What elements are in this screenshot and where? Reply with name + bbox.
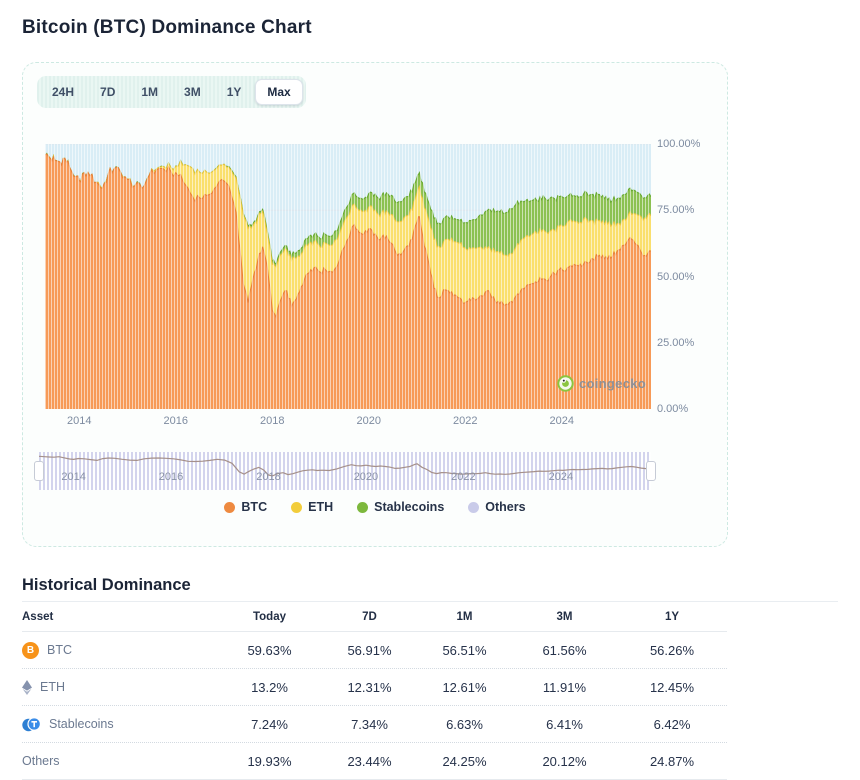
stacked-area-svg <box>45 144 651 409</box>
column-header-1m: 1M <box>456 611 473 623</box>
dominance-value: 24.87% <box>649 753 695 769</box>
dominance-value: 12.31% <box>347 679 392 695</box>
dominance-value: 11.91% <box>542 679 587 695</box>
dominance-value: 24.25% <box>442 753 487 769</box>
dominance-value: 61.56% <box>542 642 587 658</box>
dominance-value: 59.63% <box>247 642 292 658</box>
range-button-1m[interactable]: 1M <box>129 79 170 105</box>
y-tick-label: 25.00% <box>657 336 695 349</box>
column-header-asset: Asset <box>22 611 54 623</box>
dominance-value: 12.45% <box>649 679 695 695</box>
asset-cell: B BTC <box>22 641 217 659</box>
x-tick-label: 2014 <box>67 415 92 427</box>
table-row-stablecoins: Stablecoins 7.24% 7.34% 6.63% 6.41% 6.42% <box>22 706 727 743</box>
navigator-tick-label: 2022 <box>451 471 476 483</box>
dominance-value: 19.93% <box>247 753 292 769</box>
asset-name: BTC <box>47 643 72 657</box>
btc-icon: B <box>22 641 39 659</box>
asset-name: ETH <box>40 680 65 694</box>
legend-label: Stablecoins <box>374 500 445 514</box>
column-header-3m: 3M <box>556 611 573 623</box>
x-axis: 2014 2016 2018 2020 2022 2024 <box>45 415 651 429</box>
range-navigator[interactable]: 2014 2016 2018 2020 2022 2024 <box>34 452 656 490</box>
x-tick-label: 2018 <box>260 415 285 427</box>
legend-item-eth[interactable]: ETH <box>291 500 333 514</box>
range-button-3m[interactable]: 3M <box>172 79 213 105</box>
dominance-value: 13.2% <box>251 679 288 695</box>
stablecoins-icon <box>22 716 41 732</box>
dominance-chart-card: 24H 7D 1M 3M 1Y Max 100.00% 75.00% 50.00% 25.00%… <box>22 62 728 547</box>
eth-legend-dot-icon <box>291 501 303 513</box>
column-header-today: Today <box>252 611 286 623</box>
y-tick-label: 75.00% <box>657 204 695 217</box>
dominance-value: 6.42% <box>653 716 691 732</box>
x-tick-label: 2020 <box>356 415 381 427</box>
legend-item-btc[interactable]: BTC <box>224 500 267 514</box>
navigator-left-handle[interactable] <box>34 461 44 481</box>
table-header-row: Asset Today 7D 1M 3M 1Y <box>22 603 727 632</box>
dominance-value: 12.61% <box>442 679 487 695</box>
table-row-others: Others 19.93% 23.44% 24.25% 20.12% 24.87% <box>22 743 727 780</box>
dominance-value: 6.63% <box>446 716 483 732</box>
coingecko-gecko-icon <box>557 375 574 392</box>
y-tick-label: 100.00% <box>657 138 701 150</box>
navigator-tick-label: 2014 <box>61 471 86 483</box>
navigator-line-svg <box>39 455 651 477</box>
dominance-value: 56.26% <box>649 642 695 658</box>
navigator-tick-label: 2016 <box>158 471 184 483</box>
stablecoins-legend-dot-icon <box>357 501 369 513</box>
asset-cell: ETH <box>22 679 217 695</box>
table-row-btc: B BTC 59.63% 56.91% 56.51% 61.56% 56.26% <box>22 632 727 669</box>
y-tick-label: 50.00% <box>657 270 695 283</box>
dominance-area-chart[interactable] <box>45 144 651 409</box>
coingecko-watermark: coingecko <box>557 375 646 392</box>
eth-icon <box>22 679 32 695</box>
table-body: B BTC 59.63% 56.91% 56.51% 61.56% 56.26% ETH 13.… <box>22 632 727 780</box>
navigator-tick-label: 2024 <box>548 471 574 483</box>
range-button-7d[interactable]: 7D <box>88 79 127 105</box>
asset-name: Stablecoins <box>49 717 114 731</box>
x-tick-label: 2022 <box>452 415 478 427</box>
column-header-7d: 7D <box>362 611 377 623</box>
range-button-24h[interactable]: 24H <box>40 79 86 105</box>
legend-label: ETH <box>308 500 334 514</box>
range-selector: 24H 7D 1M 3M 1Y Max <box>37 76 306 108</box>
navigator-tick-label: 2020 <box>353 471 379 483</box>
dominance-value: 6.41% <box>546 716 583 732</box>
y-axis: 100.00% 75.00% 50.00% 25.00% 0.00% <box>657 138 721 415</box>
dominance-value: 56.51% <box>442 642 487 658</box>
page-title: Bitcoin (BTC) Dominance Chart <box>22 17 312 38</box>
range-button-1y[interactable]: 1Y <box>215 79 254 105</box>
legend-label: BTC <box>241 500 268 514</box>
table-row-eth: ETH 13.2% 12.31% 12.61% 11.91% 12.45% <box>22 669 727 706</box>
others-legend-dot-icon <box>468 501 480 513</box>
asset-cell: Others <box>22 754 217 768</box>
asset-name: Others <box>22 754 60 768</box>
dominance-value: 20.12% <box>542 753 587 769</box>
watermark-label: coingecko <box>579 376 646 391</box>
column-header-1y: 1Y <box>664 611 680 623</box>
historical-dominance-table: Asset Today 7D 1M 3M 1Y B BTC 59.63% 56.91% 56.51… <box>22 603 727 780</box>
btc-legend-dot-icon <box>224 501 236 513</box>
legend-label: Others <box>485 500 526 514</box>
asset-cell: Stablecoins <box>22 716 217 732</box>
dominance-value: 7.34% <box>351 716 388 732</box>
legend-item-others[interactable]: Others <box>468 500 526 514</box>
dominance-value: 23.44% <box>347 753 392 769</box>
historical-dominance-title: Historical Dominance <box>22 576 191 594</box>
y-tick-label: 0.00% <box>657 403 689 415</box>
navigator-right-handle[interactable] <box>646 461 656 481</box>
navigator-tick-label: 2018 <box>256 471 281 483</box>
chart-legend: BTC ETH Stablecoins Others <box>23 500 727 514</box>
section-divider <box>22 601 838 602</box>
range-button-max[interactable]: Max <box>255 79 303 105</box>
x-tick-label: 2016 <box>163 415 188 427</box>
dominance-value: 7.24% <box>251 716 288 732</box>
x-tick-label: 2024 <box>549 415 574 427</box>
dominance-value: 56.91% <box>347 642 392 658</box>
legend-item-stablecoins[interactable]: Stablecoins <box>357 500 444 514</box>
